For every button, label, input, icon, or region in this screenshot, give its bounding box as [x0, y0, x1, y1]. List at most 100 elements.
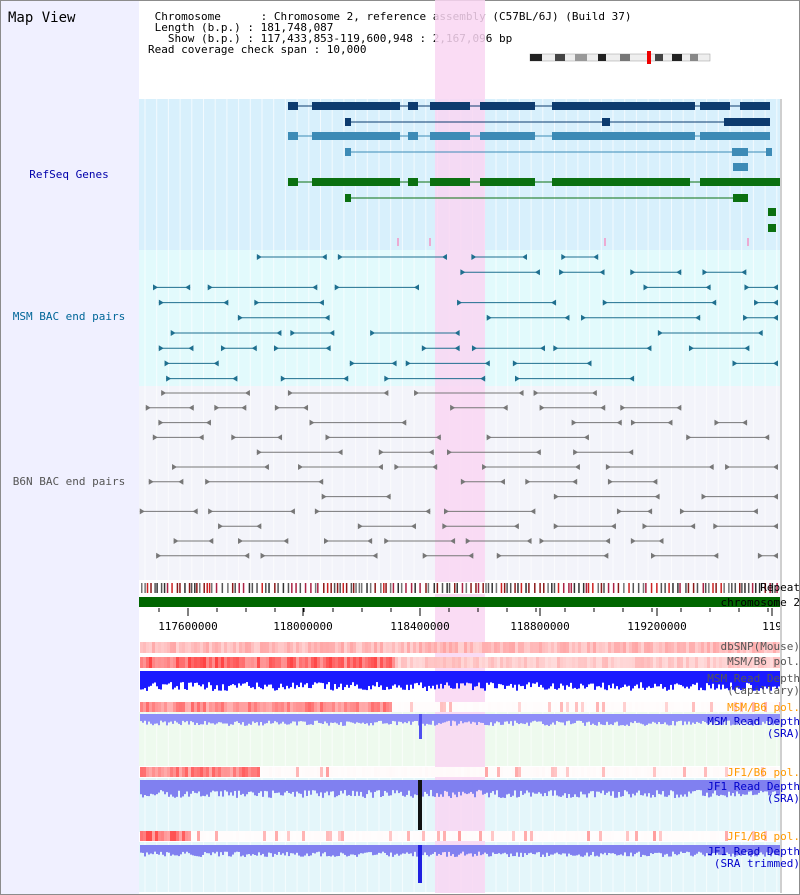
b6n-bac-pair-end[interactable] — [572, 478, 578, 485]
msm-bac-pair-end[interactable] — [213, 360, 219, 367]
gene-exon[interactable] — [345, 118, 351, 126]
b6n-bac-pair-end[interactable] — [450, 538, 456, 544]
b6n-bac-pair-end[interactable] — [244, 552, 250, 559]
msm-bac-pair-end[interactable] — [744, 284, 750, 291]
gene-exon[interactable] — [430, 102, 470, 110]
b6n-bac-pair-end[interactable] — [468, 552, 474, 559]
msm-b6-pol-track-1[interactable] — [140, 657, 782, 668]
msm-bac-pair-end[interactable] — [188, 345, 194, 352]
selected-region-highlight[interactable] — [435, 0, 485, 893]
gene-exon[interactable] — [480, 132, 535, 140]
b6n-bac-pair-end[interactable] — [263, 464, 269, 470]
gene-exon[interactable] — [480, 102, 535, 110]
msm-bac-pair-end[interactable] — [254, 299, 260, 306]
b6n-bac-pair-end[interactable] — [539, 538, 545, 544]
msm-bac-pair-end[interactable] — [232, 375, 238, 382]
b6n-bac-pair-end[interactable] — [148, 478, 154, 485]
b6n-bac-pair-end[interactable] — [256, 523, 262, 530]
msm-bac-pair-end[interactable] — [312, 284, 318, 291]
msm-bac-pair-end[interactable] — [553, 345, 559, 352]
b6n-bac-pair-end[interactable] — [513, 523, 519, 530]
b6n-bac-pair-end[interactable] — [658, 538, 664, 544]
b6n-bac-pair-end[interactable] — [410, 523, 416, 530]
dbsnp-track[interactable] — [140, 642, 782, 653]
chromosome-ideogram[interactable] — [529, 51, 711, 64]
b6n-bac-pair-end[interactable] — [533, 390, 539, 396]
msm-bac-pair-end[interactable] — [276, 330, 282, 336]
gene-exon[interactable] — [768, 224, 776, 232]
refseq-genes-label[interactable]: RefSeq Genes — [29, 168, 109, 181]
b6n-bac-pair-end[interactable] — [325, 434, 331, 441]
b6n-bac-pair-end[interactable] — [667, 419, 673, 426]
msm-bac-pair-end[interactable] — [334, 284, 340, 291]
b6n-bac-pair-end[interactable] — [152, 434, 158, 441]
msm-bac-pair-end[interactable] — [384, 375, 390, 382]
gene-exon[interactable] — [552, 178, 690, 186]
b6n-bac-pair-end[interactable] — [553, 523, 559, 530]
b6n-bac-pair-end[interactable] — [465, 538, 471, 544]
b6n-bac-pair-end[interactable] — [443, 508, 449, 515]
b6n-bac-pair-end[interactable] — [647, 508, 653, 515]
b6n-bac-pair-end[interactable] — [260, 552, 266, 559]
jf1-b6-pol-track-1[interactable] — [140, 767, 782, 777]
gene-exon[interactable] — [408, 132, 418, 140]
msm-bac-pair-end[interactable] — [325, 345, 331, 352]
b6n-bac-pair-end[interactable] — [198, 434, 204, 441]
msm-bac-pair-end[interactable] — [754, 299, 760, 306]
msm-bac-pair-end[interactable] — [593, 254, 599, 260]
msm-bac-pair-end[interactable] — [223, 299, 229, 306]
b6n-bac-pair-end[interactable] — [378, 449, 384, 456]
b6n-bac-pair-end[interactable] — [525, 478, 531, 485]
msm-bac-pair-end[interactable] — [539, 345, 545, 352]
msm-bac-pair-end[interactable] — [773, 284, 778, 291]
b6n-bac-pair-end[interactable] — [158, 419, 164, 426]
msm-bac-pair-end[interactable] — [391, 360, 397, 367]
b6n-bac-pair-end[interactable] — [289, 508, 295, 515]
jf1-b6-pol-track-2[interactable] — [140, 831, 782, 841]
b6n-bac-pair-end[interactable] — [283, 538, 289, 544]
refseq-genes-features[interactable] — [288, 102, 780, 246]
b6n-bac-pair-end[interactable] — [603, 552, 609, 559]
gene-exon[interactable] — [700, 102, 730, 110]
msm-bac-pair-end[interactable] — [773, 299, 778, 306]
msm-bac-pair-end[interactable] — [646, 345, 652, 352]
gene-exon[interactable] — [552, 102, 695, 110]
gene-exon[interactable] — [288, 178, 298, 186]
msm-bac-pair-end[interactable] — [329, 330, 335, 336]
b6n-bac-pair-end[interactable] — [287, 390, 293, 396]
gene-exon[interactable] — [766, 148, 772, 156]
msm-bac-pair-end[interactable] — [743, 314, 749, 321]
b6n-bac-pair-end[interactable] — [205, 478, 211, 485]
msm-bac-pair-end[interactable] — [512, 360, 518, 367]
msm-bac-pair-end[interactable] — [454, 330, 460, 336]
b6n-bac-pair-end[interactable] — [725, 464, 731, 470]
b6n-bac-pair-end[interactable] — [383, 390, 389, 396]
msm-bac-pair-end[interactable] — [629, 375, 635, 382]
gene-exon[interactable] — [408, 178, 418, 186]
msm-bac-pair-end[interactable] — [561, 254, 567, 260]
b6n-bac-pair-end[interactable] — [482, 464, 488, 470]
gene-exon[interactable] — [312, 102, 400, 110]
msm-bac-pair-end[interactable] — [471, 345, 477, 352]
msm-bac-pair-end[interactable] — [321, 254, 327, 260]
msm-bac-pair-end[interactable] — [454, 345, 460, 352]
msm-bac-pair-end[interactable] — [564, 314, 570, 321]
b6n-bac-pair-end[interactable] — [713, 552, 719, 559]
b6n-bac-pair-end[interactable] — [686, 434, 692, 441]
gene-exon[interactable] — [345, 148, 351, 156]
b6n-bac-pair-end[interactable] — [145, 404, 151, 411]
gene-exon[interactable] — [345, 194, 351, 202]
msm-bac-pair-end[interactable] — [457, 299, 463, 306]
b6n-bac-pair-end[interactable] — [676, 404, 682, 411]
msm-bac-label[interactable]: MSM BAC end pairs — [12, 310, 126, 323]
b6n-bac-pair-end[interactable] — [208, 508, 214, 515]
msm-bac-pair-end[interactable] — [688, 345, 694, 352]
b6n-bac-pair-end[interactable] — [256, 449, 262, 456]
b6n-bac-pair-end[interactable] — [337, 449, 343, 456]
msm-bac-pair-end[interactable] — [256, 254, 262, 260]
b6n-bac-pair-end[interactable] — [652, 478, 658, 485]
b6n-bac-pair-end[interactable] — [156, 552, 162, 559]
msm-bac-pair-end[interactable] — [220, 345, 226, 352]
b6n-bac-pair-end[interactable] — [435, 434, 441, 441]
